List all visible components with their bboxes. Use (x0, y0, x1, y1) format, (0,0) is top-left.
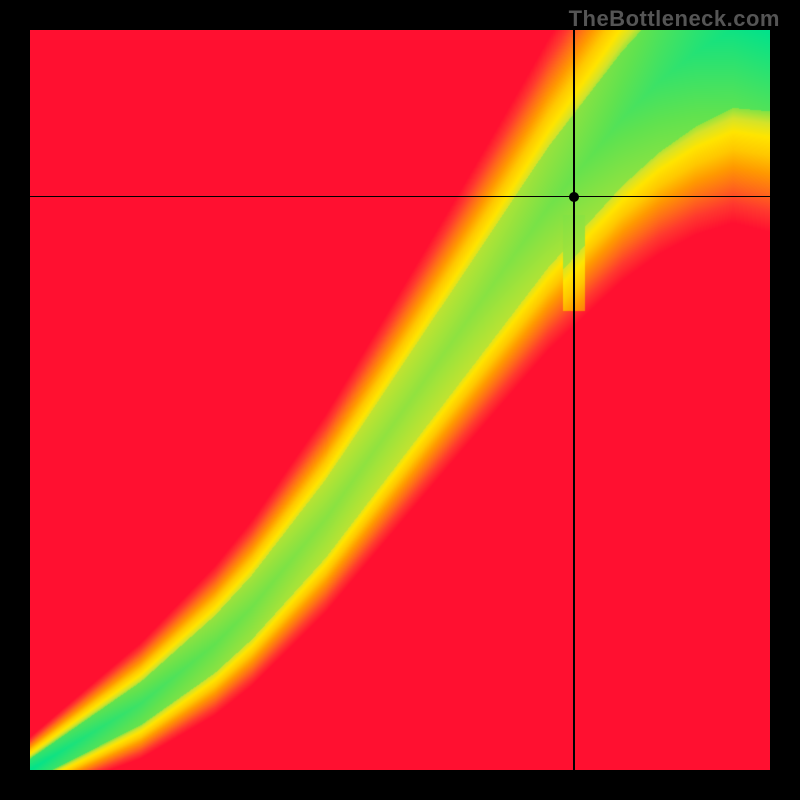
crosshair-vertical (573, 30, 575, 770)
crosshair-horizontal (30, 196, 770, 198)
crosshair-marker-dot (569, 192, 579, 202)
heatmap-plot (30, 30, 770, 770)
watermark-text: TheBottleneck.com (569, 6, 780, 32)
heatmap-canvas (30, 30, 770, 770)
